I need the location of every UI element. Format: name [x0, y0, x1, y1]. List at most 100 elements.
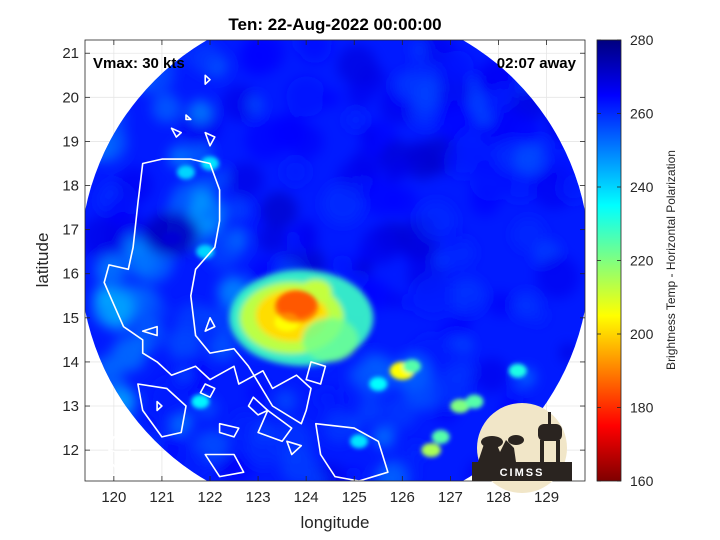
bt-pixel: [296, 218, 317, 239]
coastlines: [93, 74, 389, 481]
bt-pixel: [487, 290, 514, 318]
plot-frame: [84, 39, 586, 482]
bt-pixel: [227, 162, 264, 198]
x-tick-label: 127: [438, 489, 463, 506]
bt-pixel: [324, 389, 344, 409]
bt-pixel: [406, 140, 433, 168]
coastline-19: [286, 440, 303, 456]
bt-pixel: [274, 389, 297, 412]
time-away-annotation: 02:07 away: [497, 55, 577, 72]
bt-pixel: [188, 100, 213, 124]
y-tick-label: 17: [62, 222, 79, 239]
coastline-4: [137, 383, 187, 438]
y-tick-label: 14: [62, 354, 79, 371]
bt-cell: [369, 376, 388, 391]
bt-pixel: [443, 143, 478, 178]
coastline-1: [141, 325, 158, 337]
bt-cell: [350, 434, 369, 449]
bt-pixel: [225, 197, 251, 223]
bt-pixel: [168, 145, 192, 169]
bt-pixel: [218, 458, 238, 479]
bt-pixel: [188, 41, 221, 74]
bt-pixel: [93, 287, 133, 328]
x-tick-label: 123: [246, 489, 271, 506]
bt-feature-cold-spot-nw: [161, 231, 182, 246]
coastline-8: [204, 453, 245, 478]
bt-pixel: [105, 197, 134, 227]
y-tick-label: 18: [62, 178, 79, 195]
x-tick-label: 126: [390, 489, 415, 506]
bt-pixel: [116, 166, 153, 204]
bt-features: [161, 156, 527, 458]
bt-pixel: [384, 395, 418, 429]
bt-pixel: [148, 377, 193, 422]
bt-pixel: [204, 231, 243, 270]
bt-pixel: [229, 411, 260, 442]
coastline-3: [305, 361, 327, 385]
colorbar-tick-label: 240: [630, 179, 654, 195]
bt-pixel: [473, 357, 510, 394]
bt-pixel: [246, 95, 264, 113]
bt-pixel: [394, 71, 424, 102]
y-tick-label: 16: [62, 266, 79, 283]
colorbar-ticks: 160 180 200 220 240 260 280: [597, 32, 654, 489]
bt-pixel: [387, 155, 413, 181]
x-tick-label: 128: [486, 489, 511, 506]
bt-pixel: [286, 76, 327, 117]
bt-pixel: [445, 333, 463, 351]
cimss-logo-text: CIMSS: [500, 467, 545, 479]
x-tick-label: 121: [149, 489, 174, 506]
bt-pixel: [415, 200, 457, 242]
bt-pixel: [529, 307, 547, 325]
bt-cell: [402, 359, 421, 374]
y-tick-label: 12: [62, 442, 79, 459]
colorbar-tick-label: 220: [630, 253, 654, 269]
coastline-15: [93, 458, 120, 481]
colorbar-tick-label: 260: [630, 106, 654, 122]
bt-pixel: [361, 225, 401, 265]
coastline-14: [204, 74, 211, 85]
bt-pixel: [321, 182, 364, 225]
y-tick-label: 15: [62, 310, 79, 327]
y-tick-label: 13: [62, 398, 79, 415]
coastline-7: [315, 422, 389, 481]
bt-pixel: [463, 297, 482, 315]
bt-pixel: [359, 127, 378, 146]
bt-feature-cell-127: [450, 399, 470, 414]
bt-pixel: [346, 79, 375, 108]
colorbar-tick-label: 160: [630, 473, 654, 489]
bt-pixel: [535, 255, 580, 299]
vmax-annotation: Vmax: 30 kts: [93, 55, 185, 72]
bt-pixel: [203, 429, 231, 458]
bt-pixel: [312, 462, 347, 481]
x-tick-label: 125: [342, 489, 367, 506]
cimss-logo: CIMSS: [472, 403, 572, 493]
coastline-11: [204, 131, 216, 147]
y-axis-label: latitude: [33, 233, 52, 288]
bt-pixel: [363, 179, 400, 217]
x-tick-label: 129: [534, 489, 559, 506]
coastline-9: [218, 422, 240, 438]
bt-pixel: [192, 187, 213, 208]
bt-pixel: [148, 300, 169, 322]
coastline-0: [103, 158, 312, 425]
bt-pixel: [375, 462, 407, 481]
bt-pixel: [298, 40, 332, 64]
bt-pixel: [321, 88, 341, 109]
bt-cell: [508, 363, 527, 378]
coastline-2: [204, 317, 216, 332]
bt-pixel: [435, 100, 476, 141]
bt-pixel: [408, 442, 426, 461]
core-halo: [274, 290, 319, 323]
convection-tail: [302, 317, 359, 362]
coastline-6: [257, 409, 293, 443]
colorbar-tick-label: 200: [630, 326, 654, 342]
bt-pixel: [308, 471, 328, 481]
bt-pixel: [440, 50, 474, 84]
bt-pixel: [411, 273, 456, 318]
y-tick-label: 19: [62, 133, 79, 150]
bt-pixel: [332, 254, 353, 275]
bt-feature-cell-126b: [421, 443, 441, 458]
bt-pixel: [410, 40, 428, 57]
